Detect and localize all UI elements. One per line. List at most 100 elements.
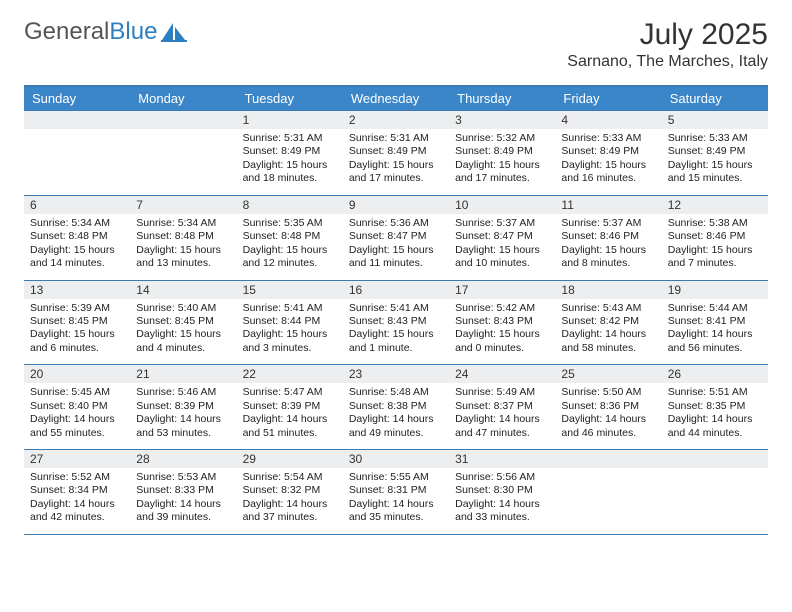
calendar-day-cell: 5Sunrise: 5:33 AMSunset: 8:49 PMDaylight… [662,111,768,196]
sunset-line: Sunset: 8:43 PM [349,315,443,328]
sunrise-line: Sunrise: 5:53 AM [136,471,230,484]
sunset-line: Sunset: 8:35 PM [668,400,762,413]
sunset-line: Sunset: 8:31 PM [349,484,443,497]
calendar-day-cell: 9Sunrise: 5:36 AMSunset: 8:47 PMDaylight… [343,195,449,280]
calendar-day-cell: 18Sunrise: 5:43 AMSunset: 8:42 PMDayligh… [555,280,661,365]
daylight-line: Daylight: 14 hours and 46 minutes. [561,413,655,440]
day-body: Sunrise: 5:42 AMSunset: 8:43 PMDaylight:… [449,299,555,365]
title-block: July 2025 Sarnano, The Marches, Italy [567,18,768,71]
day-body: Sunrise: 5:33 AMSunset: 8:49 PMDaylight:… [662,129,768,195]
day-number: 17 [449,281,555,299]
daylight-line: Daylight: 14 hours and 37 minutes. [243,498,337,525]
sunrise-line: Sunrise: 5:36 AM [349,217,443,230]
header: GeneralBlue July 2025 Sarnano, The March… [24,18,768,71]
sunrise-line: Sunrise: 5:37 AM [455,217,549,230]
day-body: Sunrise: 5:31 AMSunset: 8:49 PMDaylight:… [343,129,449,195]
sunrise-line: Sunrise: 5:42 AM [455,302,549,315]
day-body: Sunrise: 5:45 AMSunset: 8:40 PMDaylight:… [24,383,130,449]
sunrise-line: Sunrise: 5:50 AM [561,386,655,399]
sunrise-line: Sunrise: 5:37 AM [561,217,655,230]
sunrise-line: Sunrise: 5:45 AM [30,386,124,399]
daylight-line: Daylight: 14 hours and 44 minutes. [668,413,762,440]
sunrise-line: Sunrise: 5:52 AM [30,471,124,484]
calendar-day-cell: 28Sunrise: 5:53 AMSunset: 8:33 PMDayligh… [130,450,236,535]
day-body: Sunrise: 5:39 AMSunset: 8:45 PMDaylight:… [24,299,130,365]
sunset-line: Sunset: 8:45 PM [30,315,124,328]
calendar-day-cell: 25Sunrise: 5:50 AMSunset: 8:36 PMDayligh… [555,365,661,450]
day-body: Sunrise: 5:34 AMSunset: 8:48 PMDaylight:… [130,214,236,280]
day-body: Sunrise: 5:40 AMSunset: 8:45 PMDaylight:… [130,299,236,365]
calendar-day-cell: 17Sunrise: 5:42 AMSunset: 8:43 PMDayligh… [449,280,555,365]
sunrise-line: Sunrise: 5:31 AM [243,132,337,145]
calendar-day-cell: 27Sunrise: 5:52 AMSunset: 8:34 PMDayligh… [24,450,130,535]
daylight-line: Daylight: 14 hours and 39 minutes. [136,498,230,525]
daylight-line: Daylight: 14 hours and 51 minutes. [243,413,337,440]
logo: GeneralBlue [24,18,187,46]
sunset-line: Sunset: 8:32 PM [243,484,337,497]
sunrise-line: Sunrise: 5:41 AM [349,302,443,315]
day-body: Sunrise: 5:55 AMSunset: 8:31 PMDaylight:… [343,468,449,534]
calendar-week-row: 13Sunrise: 5:39 AMSunset: 8:45 PMDayligh… [24,280,768,365]
calendar-day-cell: 26Sunrise: 5:51 AMSunset: 8:35 PMDayligh… [662,365,768,450]
sunrise-line: Sunrise: 5:56 AM [455,471,549,484]
sunset-line: Sunset: 8:30 PM [455,484,549,497]
sunset-line: Sunset: 8:49 PM [668,145,762,158]
calendar-day-cell: 7Sunrise: 5:34 AMSunset: 8:48 PMDaylight… [130,195,236,280]
sunset-line: Sunset: 8:49 PM [561,145,655,158]
calendar-day-cell: 22Sunrise: 5:47 AMSunset: 8:39 PMDayligh… [237,365,343,450]
day-number: 18 [555,281,661,299]
sunrise-line: Sunrise: 5:39 AM [30,302,124,315]
calendar-day-cell: 1Sunrise: 5:31 AMSunset: 8:49 PMDaylight… [237,111,343,196]
day-number: 6 [24,196,130,214]
calendar-day-cell: 10Sunrise: 5:37 AMSunset: 8:47 PMDayligh… [449,195,555,280]
sunrise-line: Sunrise: 5:32 AM [455,132,549,145]
calendar-empty-cell [24,111,130,196]
daylight-line: Daylight: 14 hours and 35 minutes. [349,498,443,525]
sunset-line: Sunset: 8:44 PM [243,315,337,328]
sunrise-line: Sunrise: 5:54 AM [243,471,337,484]
weekday-header: Thursday [449,87,555,111]
calendar-day-cell: 23Sunrise: 5:48 AMSunset: 8:38 PMDayligh… [343,365,449,450]
day-body: Sunrise: 5:51 AMSunset: 8:35 PMDaylight:… [662,383,768,449]
sunset-line: Sunset: 8:33 PM [136,484,230,497]
day-number: 23 [343,365,449,383]
sunset-line: Sunset: 8:36 PM [561,400,655,413]
day-body: Sunrise: 5:50 AMSunset: 8:36 PMDaylight:… [555,383,661,449]
sunset-line: Sunset: 8:49 PM [243,145,337,158]
sunrise-line: Sunrise: 5:43 AM [561,302,655,315]
day-number: 10 [449,196,555,214]
weekday-header-row: SundayMondayTuesdayWednesdayThursdayFrid… [24,87,768,111]
daylight-line: Daylight: 15 hours and 7 minutes. [668,244,762,271]
logo-text: GeneralBlue [24,18,157,46]
sunrise-line: Sunrise: 5:49 AM [455,386,549,399]
calendar-week-row: 1Sunrise: 5:31 AMSunset: 8:49 PMDaylight… [24,111,768,196]
day-body: Sunrise: 5:41 AMSunset: 8:43 PMDaylight:… [343,299,449,365]
day-number: 15 [237,281,343,299]
calendar-empty-cell [130,111,236,196]
daylight-line: Daylight: 14 hours and 53 minutes. [136,413,230,440]
logo-text-gray: General [24,18,109,45]
day-number: 30 [343,450,449,468]
day-number: 14 [130,281,236,299]
day-number: 8 [237,196,343,214]
calendar-week-row: 20Sunrise: 5:45 AMSunset: 8:40 PMDayligh… [24,365,768,450]
daylight-line: Daylight: 15 hours and 17 minutes. [455,159,549,186]
day-body: Sunrise: 5:44 AMSunset: 8:41 PMDaylight:… [662,299,768,365]
day-number: 7 [130,196,236,214]
daylight-line: Daylight: 15 hours and 11 minutes. [349,244,443,271]
day-number: 27 [24,450,130,468]
calendar-day-cell: 15Sunrise: 5:41 AMSunset: 8:44 PMDayligh… [237,280,343,365]
weekday-header: Wednesday [343,87,449,111]
sunset-line: Sunset: 8:39 PM [136,400,230,413]
calendar-day-cell: 3Sunrise: 5:32 AMSunset: 8:49 PMDaylight… [449,111,555,196]
day-body: Sunrise: 5:35 AMSunset: 8:48 PMDaylight:… [237,214,343,280]
sunrise-line: Sunrise: 5:44 AM [668,302,762,315]
calendar-empty-cell [555,450,661,535]
day-number: 26 [662,365,768,383]
sunset-line: Sunset: 8:42 PM [561,315,655,328]
sunrise-line: Sunrise: 5:51 AM [668,386,762,399]
daylight-line: Daylight: 15 hours and 1 minute. [349,328,443,355]
daylight-line: Daylight: 15 hours and 0 minutes. [455,328,549,355]
sunrise-line: Sunrise: 5:55 AM [349,471,443,484]
day-body: Sunrise: 5:34 AMSunset: 8:48 PMDaylight:… [24,214,130,280]
